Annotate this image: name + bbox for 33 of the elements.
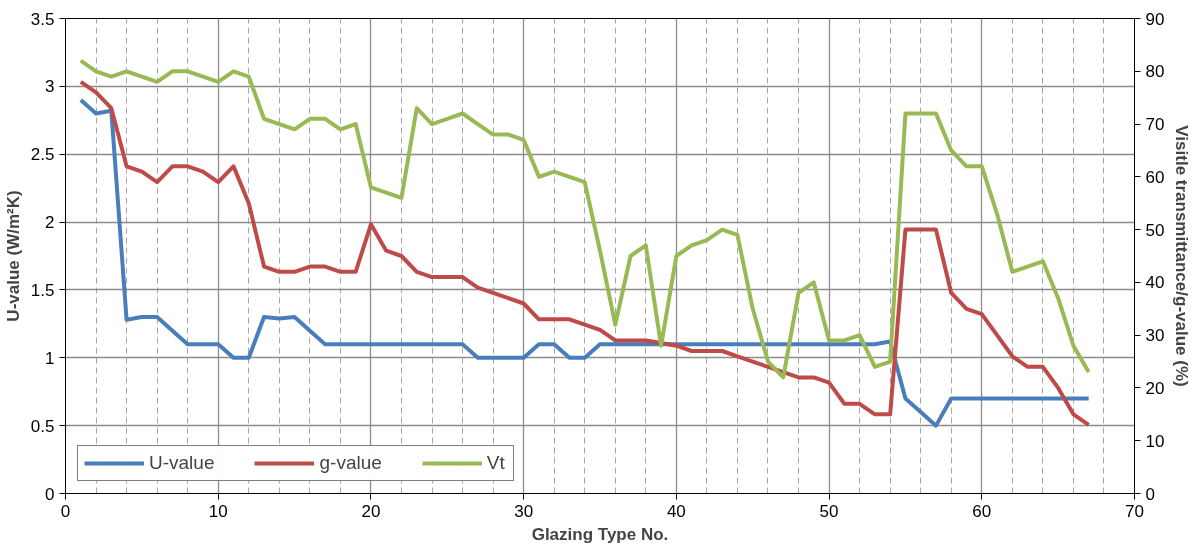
y2-tick-label: 40 bbox=[1145, 273, 1165, 293]
y2-tick-label: 30 bbox=[1145, 326, 1165, 346]
y-tick-label: 2.5 bbox=[30, 145, 55, 165]
y-tick-label: 3 bbox=[45, 77, 55, 97]
legend-label: U-value bbox=[149, 452, 215, 474]
y-tick-label: 2 bbox=[45, 213, 55, 233]
y-tick-label: 1.5 bbox=[30, 280, 55, 300]
legend-label: Vt bbox=[486, 452, 506, 474]
x-axis-title: Glazing Type No. bbox=[531, 524, 669, 544]
y2-tick-label: 80 bbox=[1145, 62, 1165, 82]
y-tick-label: 0.5 bbox=[30, 416, 55, 436]
x-tick-label: 40 bbox=[666, 501, 686, 521]
y-tick-label: 1 bbox=[45, 348, 55, 368]
y2-tick-label: 20 bbox=[1145, 378, 1165, 398]
y2-tick-label: 10 bbox=[1145, 431, 1165, 451]
x-tick-label: 50 bbox=[819, 501, 839, 521]
legend-label: g-value bbox=[319, 452, 382, 474]
x-tick-label: 10 bbox=[208, 501, 228, 521]
y2-tick-label: 70 bbox=[1145, 115, 1165, 135]
x-tick-label: 20 bbox=[361, 501, 381, 521]
y-axis-title: U-value (W/m²K) bbox=[3, 190, 23, 322]
y-tick-label: 3.5 bbox=[30, 9, 55, 29]
y2-tick-label: 90 bbox=[1145, 9, 1165, 29]
y2-tick-label: 0 bbox=[1145, 484, 1155, 504]
y2-tick-label: 60 bbox=[1145, 167, 1165, 187]
x-tick-label: 60 bbox=[972, 501, 992, 521]
x-tick-label: 30 bbox=[514, 501, 534, 521]
y2-tick-label: 50 bbox=[1145, 220, 1165, 240]
x-tick-label: 70 bbox=[1125, 501, 1144, 521]
line-series bbox=[78, 58, 1091, 380]
y2-axis-title: Visitle transmittance/g-value (%) bbox=[1172, 125, 1192, 387]
x-tick-label: 0 bbox=[60, 501, 71, 521]
y-tick-label: 0 bbox=[45, 484, 55, 504]
